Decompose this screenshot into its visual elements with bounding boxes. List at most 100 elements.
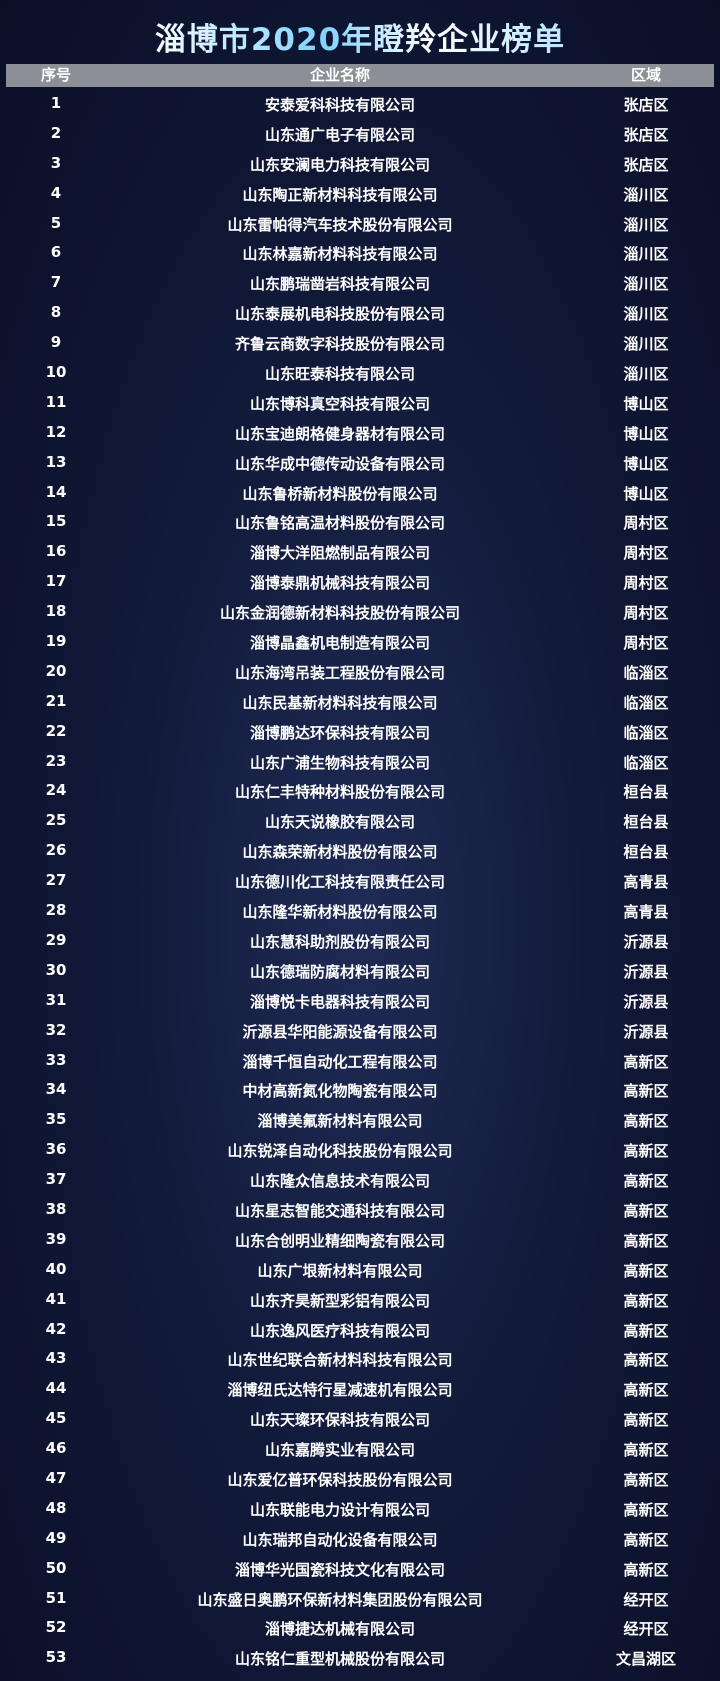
- row-index: 29: [45, 930, 67, 949]
- table-row: 7 山东鹏瑞凿岩科技有限公司 淄川区: [6, 270, 714, 300]
- table-row: 50 淄博华光国瓷科技文化有限公司 高新区: [6, 1556, 714, 1586]
- row-index: 49: [45, 1528, 67, 1547]
- row-region: 高新区: [623, 1082, 669, 1101]
- table-row: 1 安泰爱科科技有限公司 张店区: [6, 91, 714, 121]
- table-row: 29 山东慧科助剂股份有限公司 沂源县: [6, 928, 714, 958]
- row-region: 高新区: [623, 1172, 669, 1191]
- row-index: 52: [45, 1618, 67, 1637]
- row-region: 周村区: [623, 634, 669, 653]
- row-index: 14: [45, 482, 67, 501]
- table-row: 23 山东广浦生物科技有限公司 临淄区: [6, 749, 714, 779]
- row-company-name: 山东博科真空科技有限公司: [249, 394, 430, 413]
- table-row: 47 山东爱亿普环保科技股份有限公司 高新区: [6, 1466, 714, 1496]
- row-company-name: 淄博千恒自动化工程有限公司: [242, 1052, 438, 1071]
- row-company-name: 山东华成中德传动设备有限公司: [234, 454, 445, 473]
- row-index: 39: [45, 1229, 67, 1248]
- row-company-name: 山东仁丰特种材料股份有限公司: [234, 783, 445, 802]
- table-row: 38 山东星志智能交通科技有限公司 高新区: [6, 1197, 714, 1227]
- table-row: 33 淄博千恒自动化工程有限公司 高新区: [6, 1048, 714, 1078]
- row-region: 高青县: [623, 873, 669, 892]
- row-region: 周村区: [623, 574, 669, 593]
- row-region: 高新区: [623, 1500, 669, 1519]
- row-region: 淄川区: [623, 185, 669, 204]
- row-region: 张店区: [623, 125, 669, 144]
- row-index: 43: [45, 1349, 67, 1368]
- row-index: 20: [45, 661, 67, 680]
- row-region: 高新区: [623, 1441, 669, 1460]
- row-index: 17: [45, 572, 67, 591]
- row-region: 沂源县: [623, 992, 669, 1011]
- table-row: 40 山东广垠新材料有限公司 高新区: [6, 1257, 714, 1287]
- row-region: 高新区: [623, 1201, 669, 1220]
- row-index: 34: [45, 1080, 67, 1099]
- row-index: 30: [45, 960, 67, 979]
- row-company-name: 山东陶正新材料科技有限公司: [242, 185, 438, 204]
- row-region: 沂源县: [623, 1022, 669, 1041]
- row-index: 21: [45, 691, 67, 710]
- row-company-name: 淄博悦卡电器科技有限公司: [249, 992, 430, 1011]
- table-row: 26 山东森荣新材料股份有限公司 桓台县: [6, 838, 714, 868]
- row-index: 37: [45, 1170, 67, 1189]
- table-row: 17 淄博泰鼎机械科技有限公司 周村区: [6, 569, 714, 599]
- row-company-name: 淄博大洋阻燃制品有限公司: [249, 544, 430, 563]
- row-region: 张店区: [623, 155, 669, 174]
- row-region: 高新区: [623, 1381, 669, 1400]
- row-region: 桓台县: [623, 783, 669, 802]
- row-region: 淄川区: [623, 305, 669, 324]
- table-header: 序号 企业名称 区域: [6, 64, 714, 87]
- row-index: 53: [45, 1648, 67, 1667]
- table-row: 39 山东合创明业精细陶瓷有限公司 高新区: [6, 1227, 714, 1257]
- table-row: 8 山东泰展机电科技股份有限公司 淄川区: [6, 300, 714, 330]
- table-row: 11 山东博科真空科技有限公司 博山区: [6, 390, 714, 420]
- table-row: 43 山东世纪联合新材料科技有限公司 高新区: [6, 1346, 714, 1376]
- table-row: 20 山东海湾吊装工程股份有限公司 临淄区: [6, 659, 714, 689]
- table-row: 42 山东逸风医疗科技有限公司 高新区: [6, 1317, 714, 1347]
- table-row: 9 齐鲁云商数字科技股份有限公司 淄川区: [6, 330, 714, 360]
- row-region: 高青县: [623, 903, 669, 922]
- row-region: 高新区: [623, 1112, 669, 1131]
- row-company-name: 山东爱亿普环保科技股份有限公司: [227, 1470, 453, 1489]
- row-index: 25: [45, 811, 67, 830]
- row-region: 沂源县: [623, 932, 669, 951]
- table-row: 52 淄博捷达机械有限公司 经开区: [6, 1615, 714, 1645]
- row-company-name: 山东海湾吊装工程股份有限公司: [234, 663, 445, 682]
- table-row: 14 山东鲁桥新材料股份有限公司 博山区: [6, 480, 714, 510]
- row-region: 经开区: [623, 1590, 669, 1609]
- table-row: 45 山东天璨环保科技有限公司 高新区: [6, 1406, 714, 1436]
- row-region: 沂源县: [623, 962, 669, 981]
- row-index: 11: [45, 392, 67, 411]
- table-row: 30 山东德瑞防腐材料有限公司 沂源县: [6, 958, 714, 988]
- table-row: 24 山东仁丰特种材料股份有限公司 桓台县: [6, 778, 714, 808]
- row-company-name: 山东天璨环保科技有限公司: [249, 1411, 430, 1430]
- row-company-name: 淄博华光国瓷科技文化有限公司: [234, 1560, 445, 1579]
- row-region: 高新区: [623, 1142, 669, 1161]
- row-region: 周村区: [623, 544, 669, 563]
- row-index: 24: [45, 781, 67, 800]
- row-region: 高新区: [623, 1231, 669, 1250]
- row-company-name: 淄博美氟新材料有限公司: [257, 1112, 423, 1131]
- row-company-name: 安泰爱科科技有限公司: [264, 96, 415, 114]
- row-index: 18: [45, 602, 67, 621]
- row-company-name: 淄博泰鼎机械科技有限公司: [249, 574, 430, 593]
- row-region: 博山区: [623, 484, 669, 503]
- table-row: 27 山东德川化工科技有限责任公司 高青县: [6, 868, 714, 898]
- row-index: 1: [50, 94, 62, 112]
- row-region: 淄川区: [623, 245, 669, 264]
- row-company-name: 山东星志智能交通科技有限公司: [234, 1201, 445, 1220]
- row-index: 48: [45, 1498, 67, 1517]
- row-index: 38: [45, 1199, 67, 1218]
- table-row: 28 山东隆华新材料股份有限公司 高青县: [6, 898, 714, 928]
- row-region: 高新区: [623, 1052, 669, 1071]
- row-company-name: 山东德川化工科技有限责任公司: [234, 873, 445, 892]
- row-company-name: 山东安澜电力科技有限公司: [249, 155, 430, 174]
- row-region: 高新区: [623, 1530, 669, 1549]
- table-row: 25 山东天说橡胶有限公司 桓台县: [6, 808, 714, 838]
- table-row: 15 山东鲁铭高温材料股份有限公司 周村区: [6, 509, 714, 539]
- table-row: 18 山东金润德新材料科技股份有限公司 周村区: [6, 599, 714, 629]
- table-row: 10 山东旺泰科技有限公司 淄川区: [6, 360, 714, 390]
- row-index: 4: [50, 183, 62, 202]
- row-region: 高新区: [623, 1291, 669, 1310]
- table-row: 16 淄博大洋阻燃制品有限公司 周村区: [6, 539, 714, 569]
- row-company-name: 山东铭仁重型机械股份有限公司: [234, 1650, 445, 1669]
- row-company-name: 山东广垠新材料有限公司: [257, 1261, 423, 1280]
